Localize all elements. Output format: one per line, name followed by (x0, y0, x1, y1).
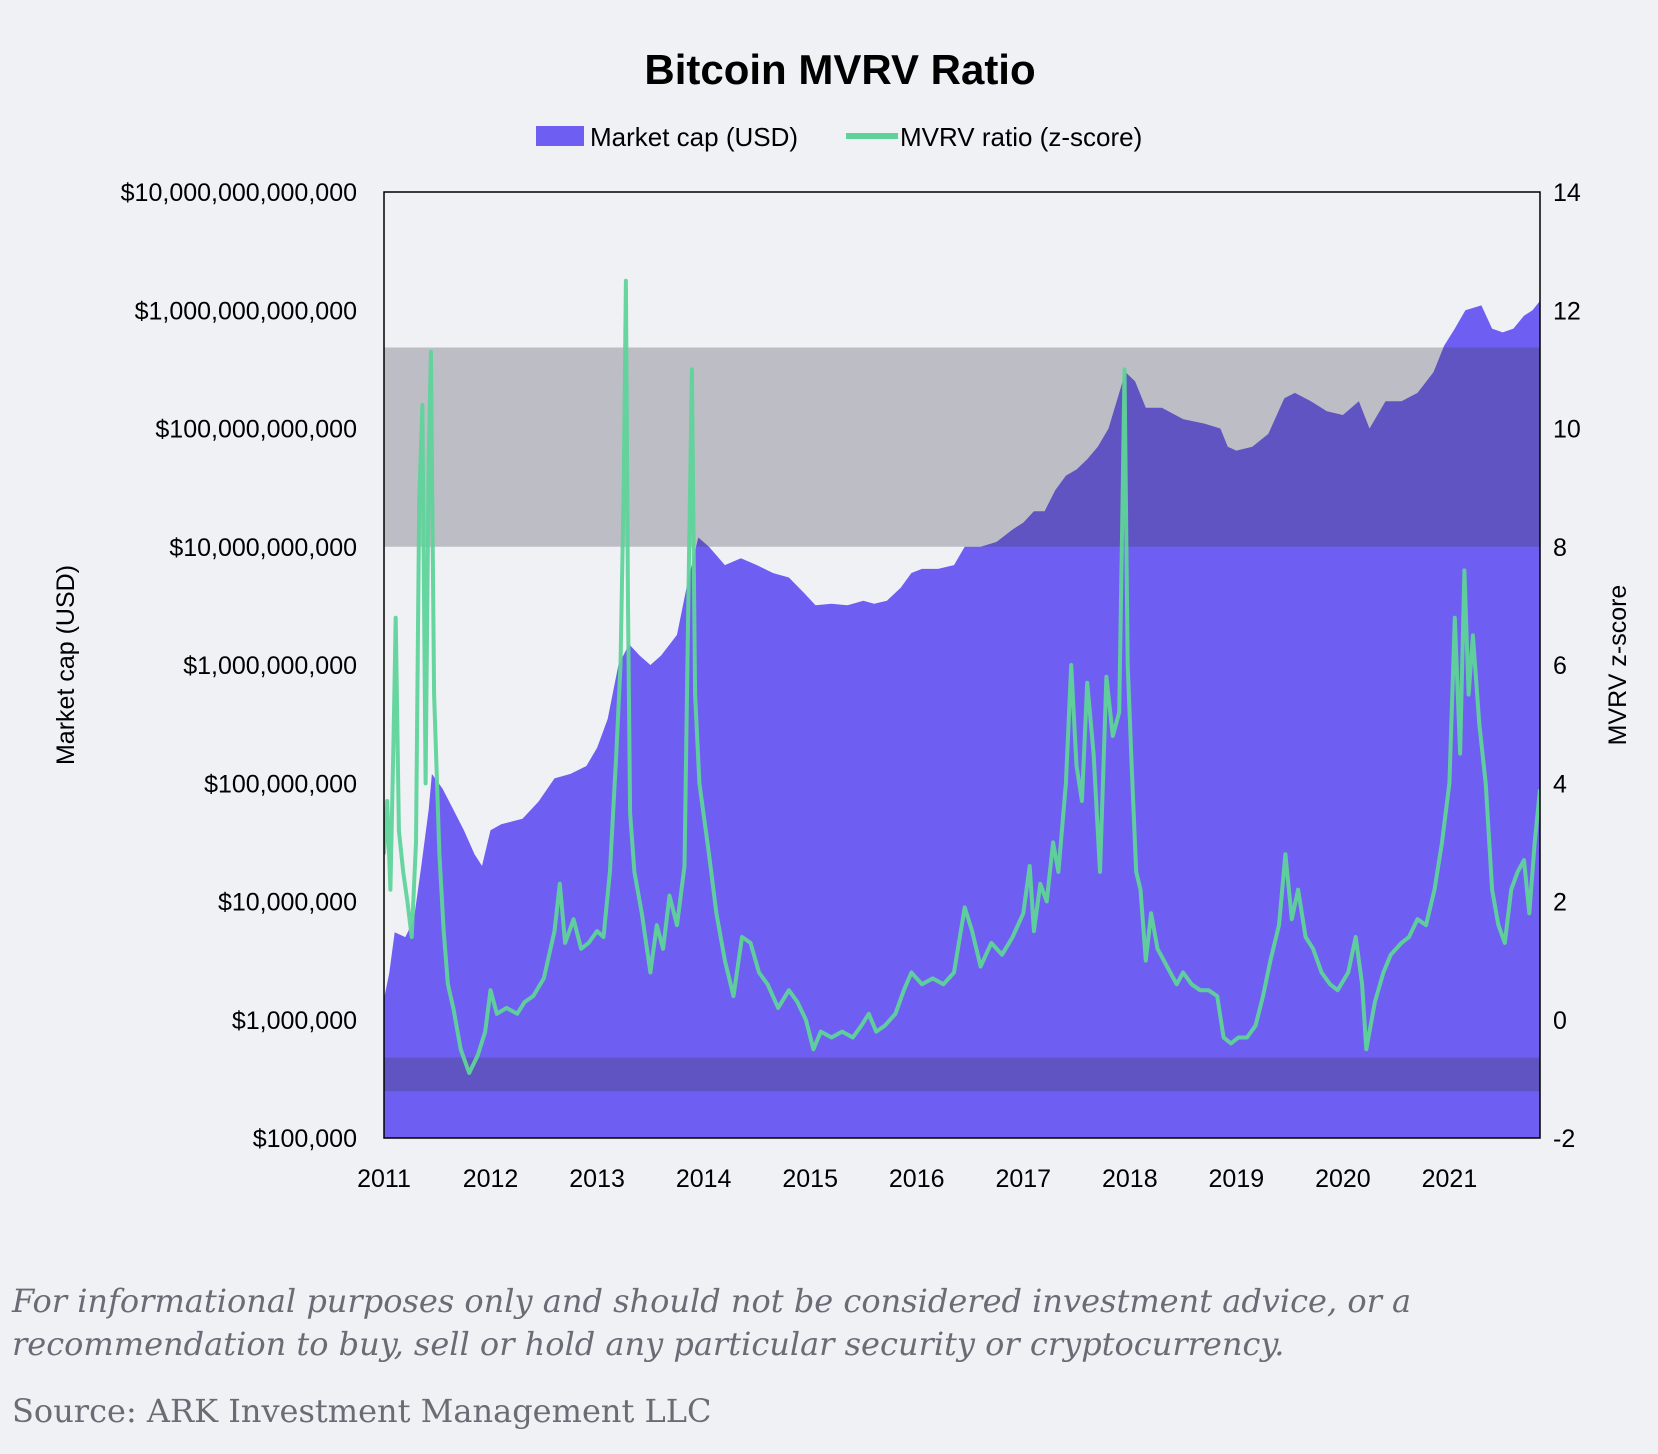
right-tick-label: 14 (1553, 179, 1581, 207)
right-tick-label: 4 (1553, 770, 1567, 798)
left-tick-label: $1,000,000,000,000 (135, 297, 357, 325)
disclaimer-footnote: For informational purposes only and shou… (12, 1282, 1412, 1363)
right-tick-label: 10 (1553, 416, 1581, 444)
left-tick-label: $100,000 (253, 1125, 357, 1153)
plot-frame (383, 191, 1541, 1139)
x-tick-label: 2018 (1102, 1165, 1158, 1193)
right-tick-label: 2 (1553, 889, 1567, 917)
left-tick-label: $1,000,000 (232, 1007, 357, 1035)
left-axis-label: Market cap (USD) (52, 565, 80, 765)
overvalued-band (384, 347, 1540, 547)
left-tick-label: $1,000,000,000 (183, 652, 357, 680)
left-tick-label: $10,000,000,000 (169, 534, 357, 562)
mvrv-line (384, 278, 1540, 1075)
left-axis-ticks: $10,000,000,000,000 $1,000,000,000,000 $10… (121, 179, 357, 1153)
legend: Market cap (USD) MVRV ratio (z-score) (536, 122, 1142, 152)
market-cap-area (384, 300, 1540, 1138)
x-tick-label: 2014 (676, 1165, 732, 1193)
x-tick-label: 2015 (782, 1165, 838, 1193)
chart-title: Bitcoin MVRV Ratio (644, 46, 1035, 93)
undervalued-band (384, 1057, 1540, 1092)
x-tick-label: 2021 (1422, 1165, 1478, 1193)
right-axis-ticks: 14 12 10 8 6 4 2 0 -2 (1553, 179, 1581, 1153)
right-tick-label: 12 (1553, 297, 1581, 325)
x-tick-label: 2020 (1315, 1165, 1371, 1193)
right-tick-label: -2 (1553, 1125, 1575, 1153)
legend-swatch-market-cap (536, 126, 584, 146)
left-tick-label: $10,000,000 (218, 889, 357, 917)
right-tick-label: 0 (1553, 1007, 1567, 1035)
x-tick-label: 2017 (995, 1165, 1051, 1193)
x-tick-label: 2016 (889, 1165, 945, 1193)
left-tick-label: $100,000,000 (204, 770, 357, 798)
left-tick-label: $10,000,000,000,000 (121, 179, 357, 207)
x-tick-label: 2019 (1209, 1165, 1265, 1193)
left-tick-label: $100,000,000,000 (155, 416, 357, 444)
right-tick-label: 6 (1553, 652, 1567, 680)
legend-swatch-mvrv (846, 133, 898, 139)
source-note: Source: ARK Investment Management LLC (12, 1392, 712, 1430)
right-tick-label: 8 (1553, 534, 1567, 562)
legend-label-mvrv: MVRV ratio (z-score) (900, 122, 1142, 152)
x-tick-label: 2013 (569, 1165, 625, 1193)
x-tick-label: 2011 (357, 1165, 411, 1193)
x-axis-ticks: 2011 2012 2013 2014 2015 2016 2017 2018 2019 2020… (357, 1165, 1477, 1193)
legend-label-market-cap: Market cap (USD) (590, 122, 798, 152)
right-axis-label: MVRV z-score (1604, 585, 1632, 746)
x-tick-label: 2012 (463, 1165, 519, 1193)
plot-area (384, 278, 1540, 1138)
